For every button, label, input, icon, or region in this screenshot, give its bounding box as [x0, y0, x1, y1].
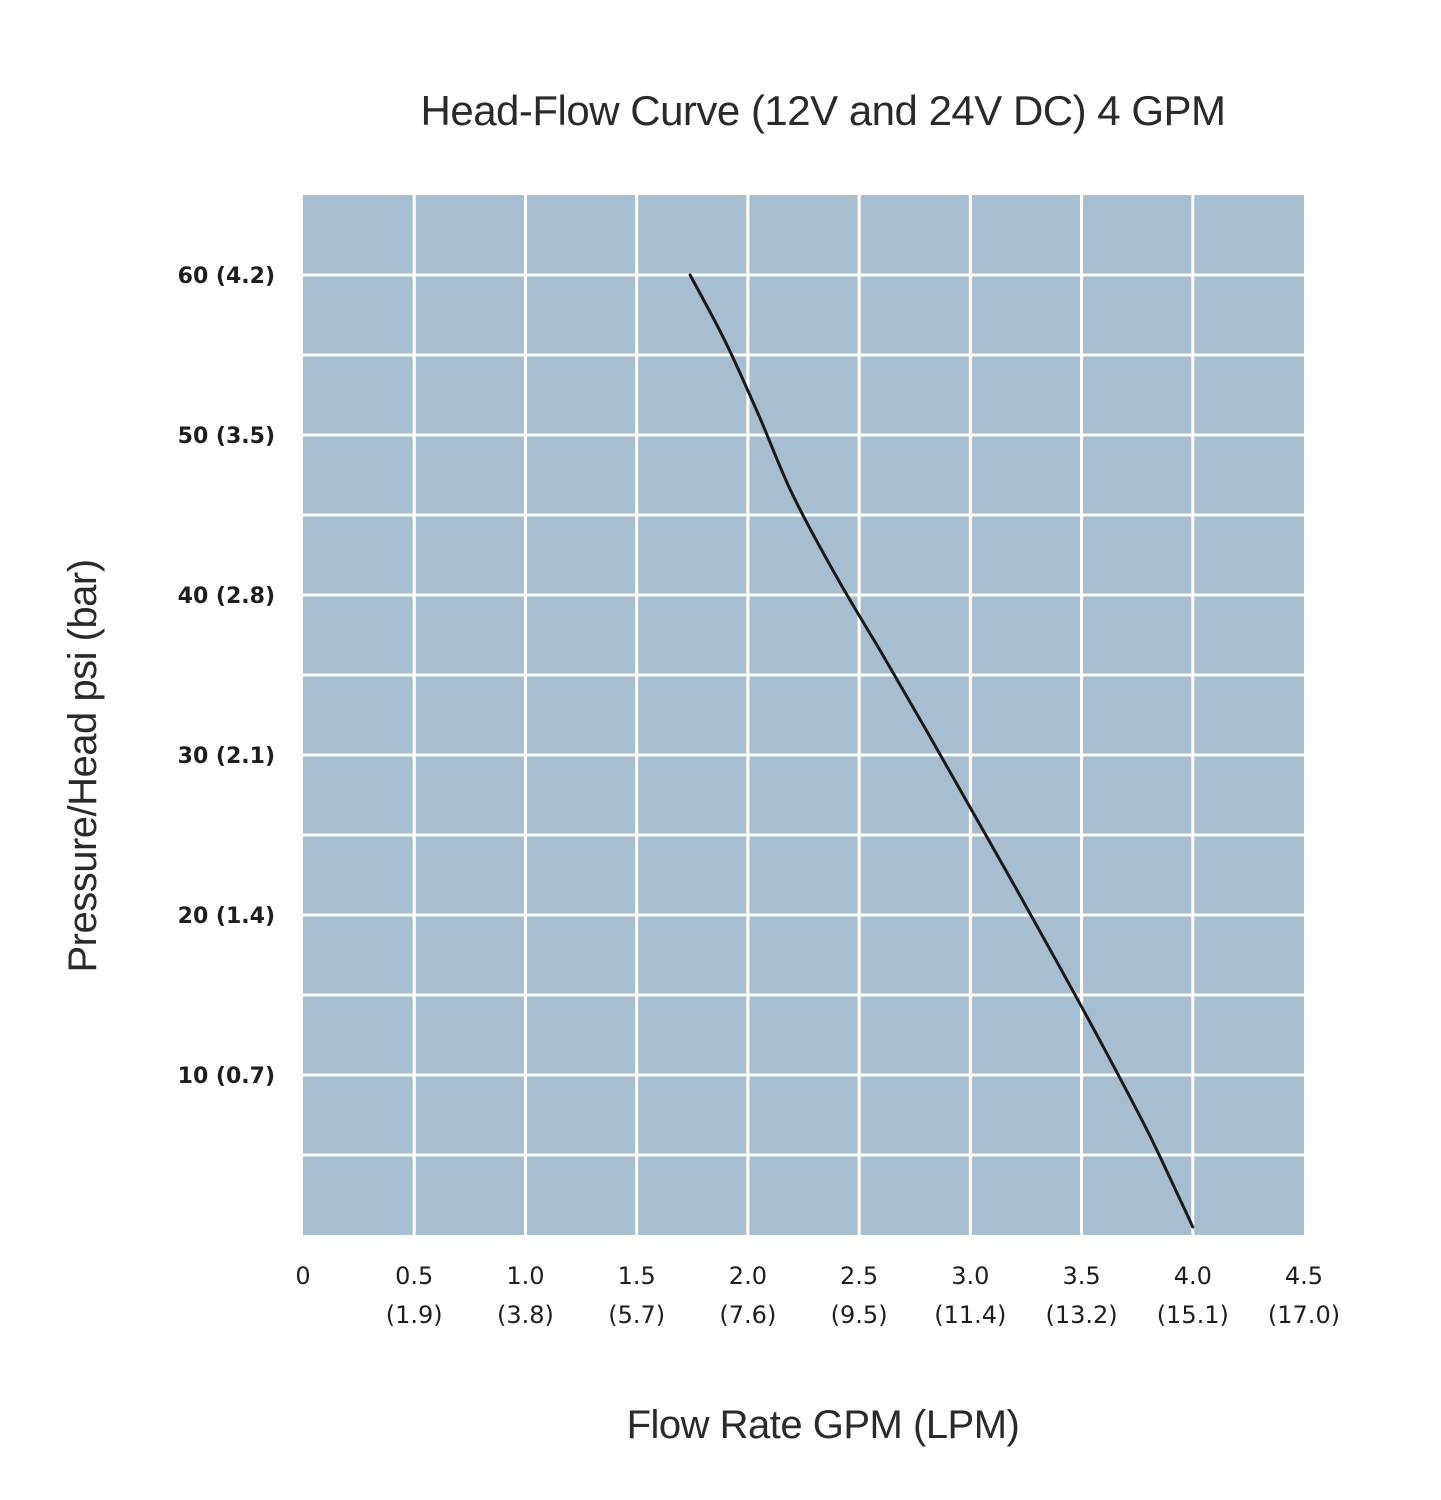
x-tick-label: 2.5	[840, 1262, 878, 1290]
x-tick-sublabel: (7.6)	[719, 1301, 776, 1329]
x-tick-label: 0.5	[395, 1262, 433, 1290]
y-axis-label: Pressure/Head psi (bar)	[61, 559, 105, 972]
chart-title: Head-Flow Curve (12V and 24V DC) 4 GPM	[421, 87, 1226, 134]
x-tick-label: 1.0	[506, 1262, 544, 1290]
x-tick-sublabel: (9.5)	[831, 1301, 888, 1329]
x-tick-sublabel: (15.1)	[1157, 1301, 1229, 1329]
x-tick-sublabel: (5.7)	[608, 1301, 665, 1329]
x-tick-sublabel: (11.4)	[934, 1301, 1006, 1329]
y-tick-label: 40 (2.8)	[178, 584, 275, 609]
x-tick-label: 4.5	[1285, 1262, 1323, 1290]
x-tick-sublabel: (13.2)	[1045, 1301, 1117, 1329]
x-tick-label: 2.0	[729, 1262, 767, 1290]
y-tick-label: 10 (0.7)	[178, 1064, 275, 1089]
y-tick-label: 30 (2.1)	[178, 744, 275, 769]
x-tick-sublabel: (17.0)	[1268, 1301, 1340, 1329]
x-tick-sublabel: (1.9)	[386, 1301, 443, 1329]
x-tick-label: 3.0	[951, 1262, 989, 1290]
x-axis-label: Flow Rate GPM (LPM)	[627, 1403, 1020, 1447]
y-tick-labels: 10 (0.7) 20 (1.4) 30 (2.1) 40 (2.8) 50 (3.5)…	[178, 264, 275, 1089]
head-flow-curve-line	[688, 273, 1195, 1229]
y-tick-label: 20 (1.4)	[178, 904, 275, 929]
x-tick-label: 1.5	[618, 1262, 656, 1290]
x-tick-labels: 0 0.5 (1.9) 1.0 (3.8) 1.5 (5.7) 2.0 (7.6) 2.5 (9.5…	[295, 1262, 1340, 1329]
x-tick-label: 0	[295, 1262, 310, 1290]
x-tick-label: 3.5	[1062, 1262, 1100, 1290]
x-tick-sublabel: (3.8)	[497, 1301, 554, 1329]
x-tick-label: 4.0	[1174, 1262, 1212, 1290]
y-tick-label: 60 (4.2)	[178, 264, 275, 289]
y-tick-label: 50 (3.5)	[178, 424, 275, 449]
plot-area	[303, 195, 1304, 1235]
